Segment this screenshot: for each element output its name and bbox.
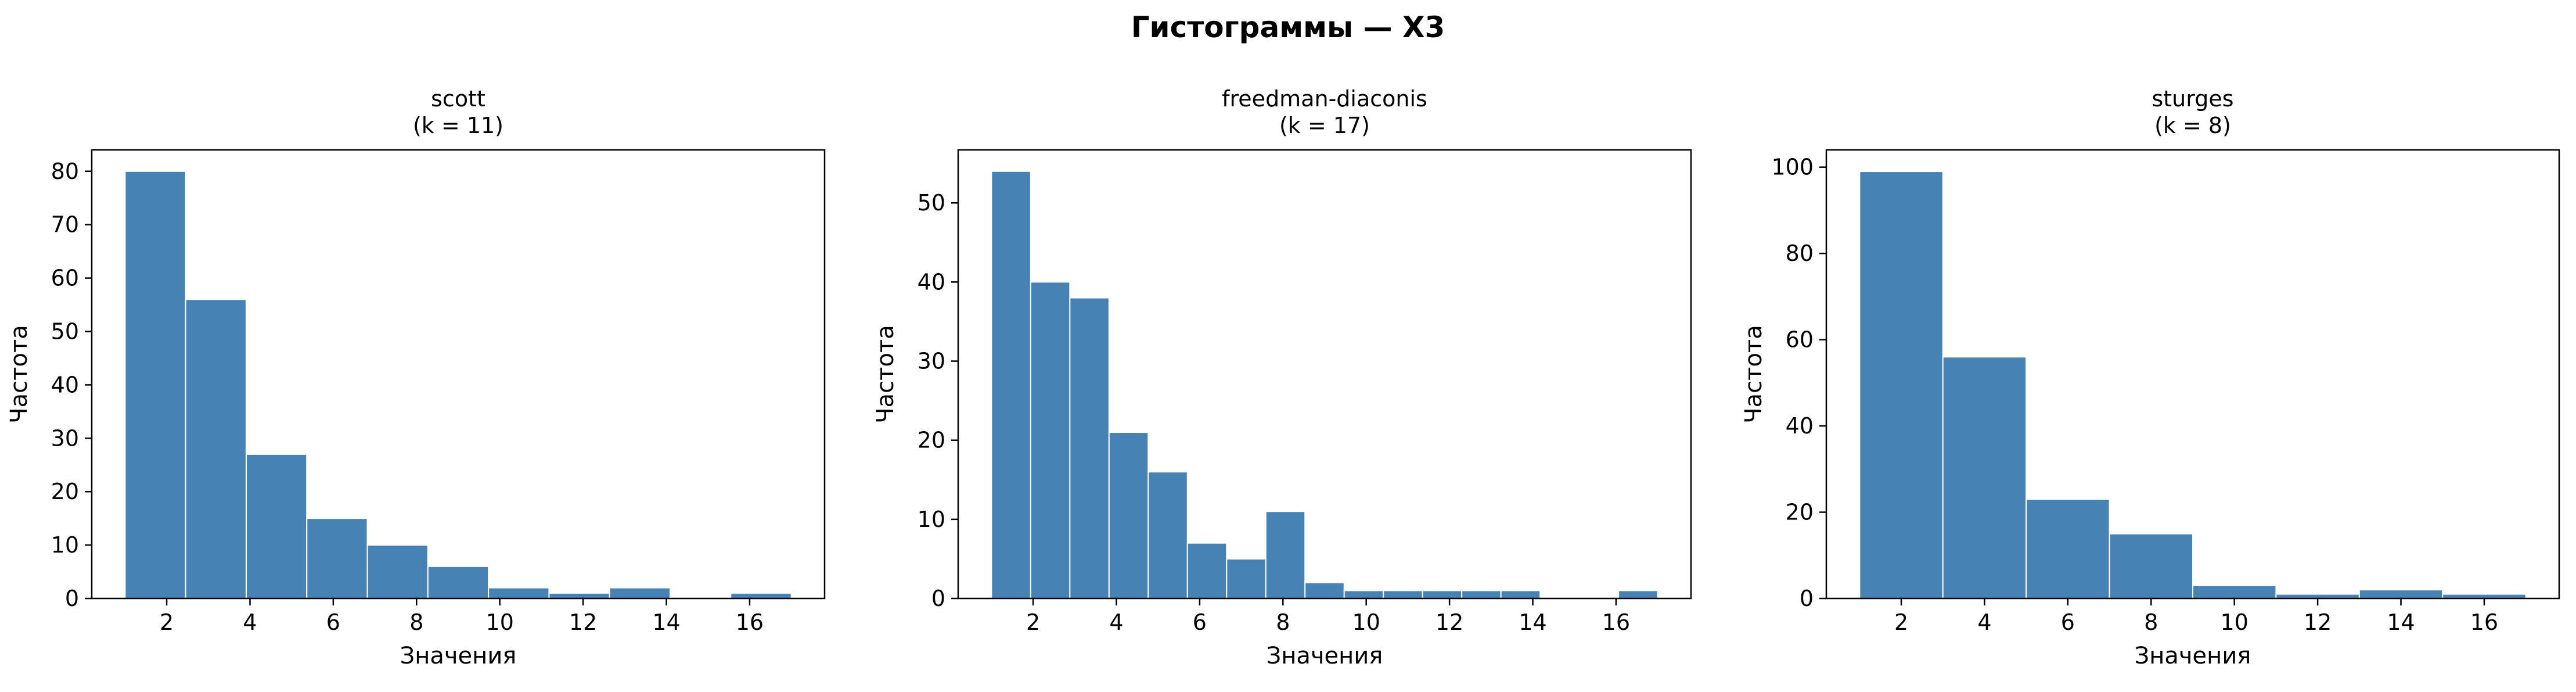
y-tick-label: 0: [931, 586, 945, 611]
histogram-bar: [1383, 590, 1423, 599]
histogram-bar: [1226, 558, 1267, 600]
x-tick-label: 2: [1894, 609, 1908, 635]
histogram-bar: [185, 299, 247, 599]
histogram-bar: [427, 565, 490, 599]
histogram-panel-1: 2 4 6 8 10 12 14 16 0 10 20 30 40 50 60 70 80 scott(k = 1…: [6, 86, 826, 669]
y-tick-label: 20: [1786, 500, 1814, 525]
x-tick-label: 12: [2304, 609, 2332, 635]
histogram-bar: [1265, 511, 1306, 599]
x-tick-label: 16: [1602, 609, 1630, 635]
chart-subtitle: (k = 8): [2154, 113, 2231, 138]
y-tick-label: 40: [51, 372, 79, 397]
histogram-bar: [366, 544, 429, 599]
x-tick-label: 8: [1276, 609, 1290, 635]
figure-title: Гистограммы — X3: [1131, 10, 1445, 44]
x-tick-label: 14: [2387, 609, 2415, 635]
histogram-bar: [488, 587, 550, 599]
histogram-bar: [1859, 171, 1944, 600]
histogram-bar: [1030, 281, 1071, 599]
histogram-bar: [1186, 542, 1228, 599]
x-tick-label: 4: [1109, 609, 1123, 635]
x-tick-label: 16: [736, 609, 764, 635]
y-tick-label: 80: [51, 159, 79, 184]
x-tick-label: 10: [1352, 609, 1380, 635]
histogram-bar: [609, 587, 671, 599]
chart-subtitle: (k = 11): [413, 113, 503, 138]
y-axis-label: Частота: [1740, 325, 1767, 424]
y-tick-label: 40: [1786, 413, 1814, 439]
y-tick-label: 0: [1800, 586, 1814, 611]
histogram-bar: [1147, 471, 1188, 599]
histogram-bar: [730, 592, 792, 599]
x-tick-label: 14: [652, 609, 680, 635]
y-tick-label: 10: [51, 532, 79, 558]
y-tick-label: 70: [51, 212, 79, 238]
y-tick-label: 40: [918, 269, 945, 295]
histogram-panel-3: 2 4 6 8 10 12 14 16 0 20 40 60 80 100 sturges(k = 8) Зн…: [1740, 86, 2560, 669]
y-tick-label: 20: [51, 479, 79, 504]
y-tick-label: 0: [65, 586, 79, 611]
y-tick-label: 60: [1786, 327, 1814, 353]
histogram-bar: [1618, 590, 1658, 599]
x-axis-label: Значения: [400, 643, 517, 669]
histogram-bar: [306, 518, 368, 600]
histogram-bar: [1304, 582, 1345, 600]
x-axis-label: Значения: [2135, 643, 2251, 669]
y-axis-label: Частота: [6, 325, 33, 424]
x-tick-label: 8: [2144, 609, 2158, 635]
histogram-bar: [548, 592, 610, 599]
histogram-bar: [2109, 533, 2193, 600]
y-tick-label: 20: [918, 428, 945, 453]
histogram-bar: [124, 170, 186, 599]
y-tick-label: 80: [1786, 241, 1814, 266]
x-tick-label: 4: [243, 609, 257, 635]
y-tick-label: 100: [1771, 155, 1814, 180]
y-tick-label: 60: [51, 266, 79, 291]
y-tick-label: 50: [51, 318, 79, 344]
y-axis-label: Частота: [872, 325, 899, 424]
y-tick-label: 30: [51, 425, 79, 451]
histogram-bar: [2358, 589, 2444, 600]
chart-title: freedman-diaconis: [1222, 86, 1427, 112]
histogram-bar: [2025, 499, 2110, 599]
y-tick-label: 30: [918, 349, 945, 374]
chart-title: scott: [431, 86, 485, 112]
x-tick-label: 14: [1519, 609, 1546, 635]
histogram-bar: [991, 170, 1031, 599]
chart-title: sturges: [2152, 86, 2233, 112]
x-tick-label: 10: [486, 609, 514, 635]
x-tick-label: 12: [569, 609, 597, 635]
chart-subtitle: (k = 17): [1279, 113, 1370, 138]
axes-frame: [957, 149, 1692, 600]
histogram-bar: [1069, 297, 1110, 599]
histogram-bar: [245, 453, 308, 599]
histogram-panel-2: 2 4 6 8 10 12 14 16 0 10 20 30 40 50 freedman-diaconis…: [872, 86, 1692, 669]
axes-frame: [91, 149, 826, 600]
x-tick-label: 2: [160, 609, 174, 635]
x-tick-label: 6: [2061, 609, 2075, 635]
x-tick-label: 6: [326, 609, 340, 635]
x-tick-label: 8: [409, 609, 423, 635]
x-tick-label: 6: [1193, 609, 1207, 635]
histogram-bar: [1942, 356, 2027, 599]
y-tick-label: 50: [918, 190, 945, 216]
histogram-bar: [1343, 590, 1384, 599]
y-tick-label: 10: [918, 507, 945, 532]
x-tick-label: 16: [2470, 609, 2498, 635]
axes-frame: [1825, 149, 2560, 600]
x-axis-label: Значения: [1267, 643, 1383, 669]
histogram-bar: [2192, 585, 2277, 600]
x-tick-label: 10: [2221, 609, 2248, 635]
histogram-bar: [1108, 432, 1149, 600]
x-tick-label: 2: [1026, 609, 1040, 635]
histogram-bar: [1500, 590, 1541, 599]
histogram-bar: [1422, 590, 1463, 599]
x-tick-label: 4: [1977, 609, 1991, 635]
x-tick-label: 12: [1435, 609, 1463, 635]
histogram-bar: [1461, 590, 1502, 599]
